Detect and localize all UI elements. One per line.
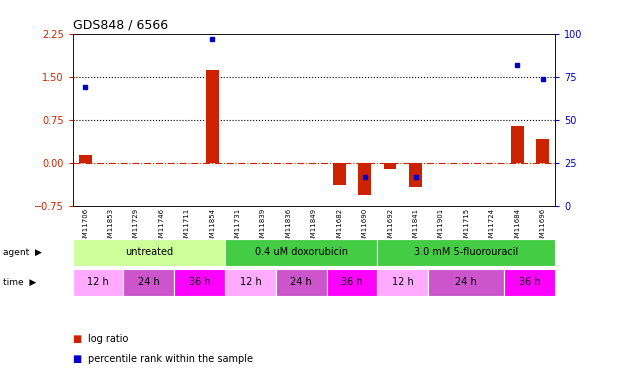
Text: percentile rank within the sample: percentile rank within the sample: [88, 354, 253, 364]
Text: 36 h: 36 h: [519, 277, 541, 287]
Text: 12 h: 12 h: [240, 277, 261, 287]
Text: agent  ▶: agent ▶: [3, 248, 42, 257]
FancyBboxPatch shape: [428, 268, 504, 296]
Text: time  ▶: time ▶: [3, 278, 37, 286]
FancyBboxPatch shape: [225, 268, 276, 296]
Text: 24 h: 24 h: [138, 277, 160, 287]
Text: untreated: untreated: [125, 247, 173, 257]
Bar: [409, 163, 422, 187]
Bar: [384, 163, 396, 169]
FancyBboxPatch shape: [504, 268, 555, 296]
Bar: [358, 163, 371, 195]
FancyBboxPatch shape: [327, 268, 377, 296]
FancyBboxPatch shape: [377, 239, 555, 266]
Text: 24 h: 24 h: [456, 277, 477, 287]
FancyBboxPatch shape: [377, 268, 428, 296]
FancyBboxPatch shape: [225, 239, 377, 266]
Text: 0.4 uM doxorubicin: 0.4 uM doxorubicin: [255, 247, 348, 257]
FancyBboxPatch shape: [174, 268, 225, 296]
Text: 12 h: 12 h: [87, 277, 109, 287]
Text: ■: ■: [73, 354, 82, 364]
Bar: [333, 163, 346, 185]
Text: 3.0 mM 5-fluorouracil: 3.0 mM 5-fluorouracil: [414, 247, 519, 257]
Text: GDS848 / 6566: GDS848 / 6566: [73, 18, 168, 31]
Text: 12 h: 12 h: [392, 277, 414, 287]
FancyBboxPatch shape: [73, 239, 225, 266]
FancyBboxPatch shape: [276, 268, 327, 296]
Text: ■: ■: [73, 334, 82, 344]
Text: log ratio: log ratio: [88, 334, 129, 344]
Text: 24 h: 24 h: [290, 277, 312, 287]
Bar: [536, 139, 549, 163]
Bar: [79, 154, 91, 163]
FancyBboxPatch shape: [124, 268, 174, 296]
Text: 36 h: 36 h: [341, 277, 363, 287]
Text: 36 h: 36 h: [189, 277, 210, 287]
Bar: [511, 126, 524, 163]
FancyBboxPatch shape: [73, 268, 124, 296]
Bar: [206, 70, 219, 163]
